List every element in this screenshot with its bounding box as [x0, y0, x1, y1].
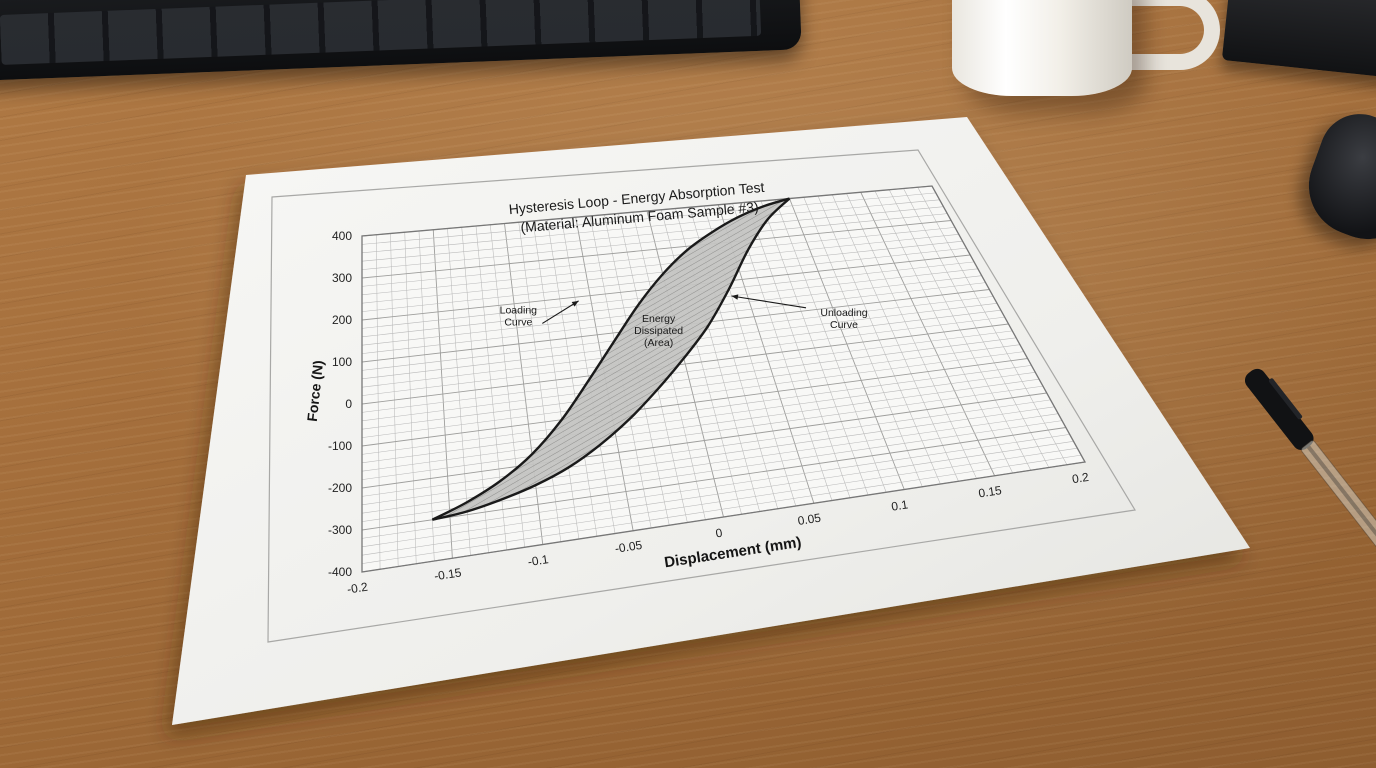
energy-dissipated-area [432, 198, 790, 520]
x-tick-label: -0.15 [433, 565, 462, 583]
grid-line-horizontal [361, 385, 1043, 480]
x-tick-label: 0.2 [1071, 470, 1090, 486]
grid-line-horizontal [361, 323, 1009, 405]
grid-line-horizontal [361, 234, 959, 296]
y-tick-label: -100 [328, 439, 352, 453]
grid-line-horizontal [361, 199, 940, 254]
x-tick-label: 0 [715, 526, 724, 541]
y-tick-label: 200 [332, 313, 352, 327]
annotation-arrowhead [731, 294, 739, 300]
x-tick-label: -0.1 [527, 552, 550, 569]
loading-curve-line [431, 197, 790, 521]
y-tick-label: -300 [328, 523, 352, 537]
x-tick-label: 0.1 [890, 497, 909, 513]
grid-line-horizontal [361, 351, 1024, 438]
grid-line-horizontal [361, 378, 1040, 472]
grid-line-horizontal [361, 330, 1013, 413]
grid-line-horizontal [361, 399, 1051, 497]
grid-line-horizontal [361, 427, 1066, 531]
annotation-label: Curve [830, 319, 858, 331]
grid-line-horizontal [361, 213, 948, 270]
y-tick-label: 300 [332, 271, 352, 285]
grid-line-horizontal [361, 337, 1017, 422]
annotation-label: Dissipated [634, 325, 683, 337]
unloading-curve-line [432, 197, 791, 521]
grid-line-horizontal [361, 240, 963, 304]
y-tick-label: 400 [332, 229, 352, 243]
grid-line-horizontal [361, 454, 1082, 564]
annotation-label: Loading [500, 304, 538, 316]
grid-line-horizontal [361, 372, 1036, 464]
y-tick-label: -200 [328, 481, 352, 495]
grid-line-horizontal [361, 441, 1074, 548]
x-tick-label: 0.15 [977, 483, 1003, 500]
coffee-mug [952, 0, 1132, 96]
plot-frame [361, 185, 1087, 573]
chart-root: -0.2 -0.15 -0.1 -0.05 0 0.05 0.1 0.15 0.2 -400 -30… [304, 179, 1090, 597]
grid-line-horizontal [361, 447, 1078, 556]
grid-line-horizontal [361, 365, 1032, 455]
grid-line-horizontal [361, 358, 1028, 447]
grid-line-horizontal [361, 392, 1047, 489]
annotation-arrow [542, 300, 579, 324]
annotation-label: (Area) [644, 337, 673, 349]
grid-line-horizontal [361, 206, 944, 262]
grid-line-horizontal [361, 227, 955, 287]
y-tick-label: 0 [345, 397, 352, 411]
annotation-arrowhead [571, 300, 579, 307]
y-tick-label: 100 [332, 355, 352, 369]
grid-line-horizontal [361, 434, 1070, 539]
annotation-label: Curve [504, 316, 532, 328]
x-tick-label: -0.2 [346, 580, 369, 597]
y-axis-title: Force (N) [304, 359, 326, 422]
grid-line-horizontal [361, 344, 1021, 430]
annotation-arrow [731, 295, 807, 309]
y-tick-label: -400 [328, 565, 352, 579]
annotation-label: Energy [642, 313, 676, 325]
grid-line-horizontal [361, 192, 936, 245]
x-tick-label: -0.05 [614, 538, 643, 556]
page-border [267, 149, 1136, 643]
x-tick-label: 0.05 [797, 511, 823, 528]
grid-line-horizontal [361, 220, 952, 279]
annotation-label: Unloading [820, 307, 867, 319]
grid-line-horizontal [361, 406, 1055, 506]
